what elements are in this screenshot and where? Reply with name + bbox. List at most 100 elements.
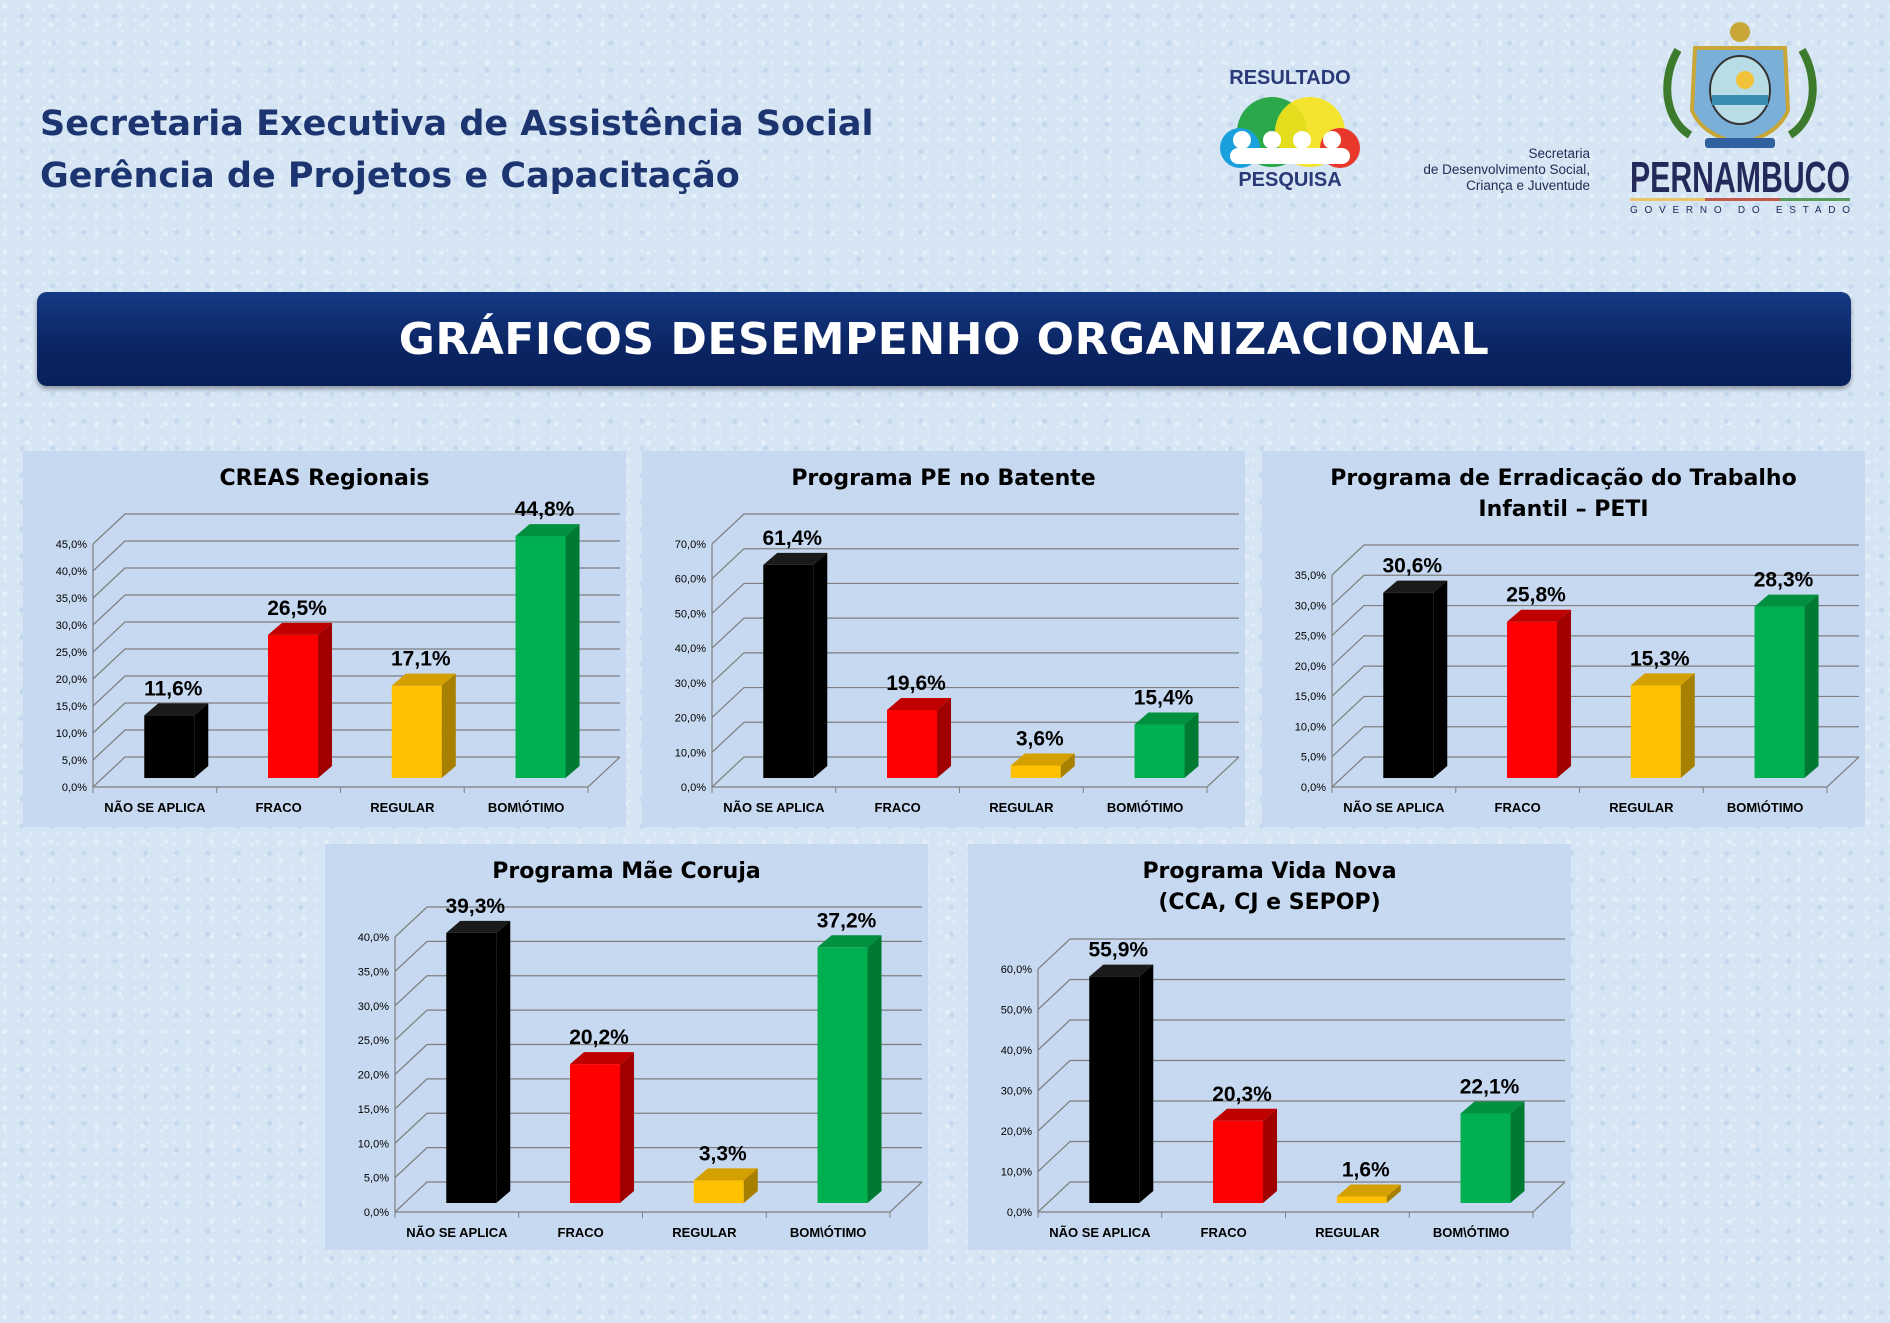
- gridline: [92, 648, 620, 680]
- bar-side: [318, 622, 333, 778]
- chart-title: Programa PE no Batente: [642, 463, 1245, 494]
- gridline: [1331, 544, 1859, 576]
- bar-side: [813, 552, 828, 778]
- data-label: 44,8%: [515, 498, 575, 521]
- bar-side: [1680, 673, 1695, 778]
- bar-side: [1060, 753, 1075, 778]
- bar-front: [1507, 621, 1558, 778]
- bar-front: [391, 685, 442, 778]
- bar: [1460, 1101, 1525, 1203]
- y-tick-label: 40,0%: [358, 932, 389, 944]
- y-tick-label: 50,0%: [1001, 1005, 1032, 1017]
- category-label: NÃO SE APLICA: [104, 800, 206, 815]
- gridline: [92, 540, 620, 572]
- bar-front: [1010, 765, 1061, 778]
- y-tick-label: 35,0%: [358, 966, 389, 978]
- chart-title: Programa Vida Nova (CCA, CJ e SEPOP): [968, 856, 1571, 918]
- gridline: [394, 1009, 922, 1041]
- gridline: [1331, 604, 1859, 637]
- gridline: [1331, 635, 1859, 667]
- bar-top: [1630, 673, 1695, 686]
- bar-front: [763, 564, 814, 778]
- y-tick-label: 30,0%: [56, 620, 87, 632]
- bar-chart: 0,0% 5,0% 10,0% 15,0% 20,0% 25,0% 30,0% 35,0% 40…: [358, 895, 923, 1240]
- y-tick-label: 30,0%: [1001, 1086, 1032, 1098]
- gridline: [92, 567, 620, 599]
- category-label: REGULAR: [989, 800, 1054, 815]
- y-tick-label: 25,0%: [56, 647, 87, 659]
- gridline: [394, 975, 922, 1007]
- y-tick-label: 35,0%: [56, 593, 87, 605]
- chart-title-line: Programa de Erradicação do Trabalho: [1330, 466, 1797, 491]
- gridline: [1037, 938, 1565, 970]
- data-label: 3,6%: [1016, 728, 1064, 751]
- data-label: 26,5%: [267, 597, 327, 620]
- gridline: [1037, 978, 1565, 1010]
- bar: [1010, 753, 1075, 778]
- category-label: REGULAR: [672, 1225, 737, 1240]
- bar-front: [515, 536, 566, 778]
- gridline: [711, 582, 1239, 614]
- pernambuco-logo: PERNAMBUCO GOVERNO DO ESTADO: [1630, 22, 1850, 215]
- secretaria-logo-text: Secretaria de Desenvolvimento Social, Cr…: [1380, 146, 1590, 194]
- bar: [693, 1168, 758, 1203]
- bar: [446, 920, 511, 1203]
- data-label: 20,3%: [1212, 1083, 1272, 1106]
- bar-front: [446, 932, 497, 1203]
- gridline: [92, 513, 620, 545]
- gridline: [92, 621, 620, 653]
- category-label: REGULAR: [370, 800, 435, 815]
- data-label: 20,2%: [569, 1026, 629, 1049]
- bar-top: [887, 697, 952, 710]
- gridline: [711, 686, 1239, 719]
- data-label: 30,6%: [1383, 555, 1443, 578]
- gridline: [394, 906, 922, 938]
- grid: [92, 513, 620, 788]
- data-label: 37,2%: [817, 909, 877, 932]
- data-label: 11,6%: [144, 677, 203, 700]
- bar: [1507, 609, 1572, 778]
- category-label: NÃO SE APLICA: [406, 1225, 508, 1240]
- gridline: [1331, 665, 1859, 697]
- bar: [1383, 580, 1448, 778]
- secretaria-line: de Desenvolvimento Social,: [1423, 162, 1590, 177]
- bar: [1630, 673, 1695, 778]
- bar: [817, 935, 882, 1203]
- bar-top: [446, 920, 511, 933]
- bar-top: [1089, 964, 1154, 977]
- y-tick-label: 5,0%: [364, 1173, 389, 1185]
- category-label: BOM\ÓTIMO: [1727, 800, 1804, 815]
- y-tick-label: 30,0%: [358, 1001, 389, 1013]
- data-label: 17,1%: [391, 648, 451, 671]
- category-label: REGULAR: [1315, 1225, 1380, 1240]
- svg-text:PERNAMBUCO: PERNAMBUCO: [1630, 153, 1850, 202]
- category-label: NÃO SE APLICA: [1343, 800, 1445, 815]
- bar-chart: 0,0% 10,0% 20,0% 30,0% 40,0% 50,0% 60,0% 55,9% N…: [1001, 938, 1566, 1240]
- bar-side: [1433, 580, 1448, 778]
- bar-front: [693, 1180, 744, 1203]
- bar-top: [693, 1168, 758, 1181]
- category-label: FRACO: [875, 800, 921, 815]
- y-tick-label: 0,0%: [364, 1207, 389, 1219]
- data-label: 15,4%: [1134, 687, 1194, 710]
- chart-panel: 0,0% 10,0% 20,0% 30,0% 40,0% 50,0% 60,0% 70,0% 6…: [642, 451, 1245, 827]
- y-tick-label: 15,0%: [56, 701, 87, 713]
- chart-panel: 0,0% 5,0% 10,0% 15,0% 20,0% 25,0% 30,0% 35,0% 30…: [1262, 451, 1865, 827]
- y-tick-label: 0,0%: [681, 782, 706, 794]
- chart-title-line: Programa Vida Nova: [1142, 859, 1397, 884]
- gridline: [711, 721, 1239, 753]
- data-label: 55,9%: [1089, 939, 1149, 962]
- chart-panel: 0,0% 10,0% 20,0% 30,0% 40,0% 50,0% 60,0% 55,9% N…: [968, 844, 1571, 1250]
- gridline: [1037, 1059, 1565, 1091]
- secretaria-line: Criança e Juventude: [1466, 178, 1590, 193]
- bar-side: [1557, 609, 1572, 778]
- bar-front: [144, 715, 195, 778]
- secretaria-line: Secretaria: [1528, 146, 1590, 161]
- category-label: FRACO: [558, 1225, 604, 1240]
- y-tick-label: 15,0%: [1295, 691, 1326, 703]
- y-tick-label: 10,0%: [1295, 721, 1326, 733]
- y-tick-label: 10,0%: [56, 728, 87, 740]
- gridline: [394, 1112, 922, 1144]
- y-tick-label: 20,0%: [56, 674, 87, 686]
- chart-title: Programa de Erradicação do Trabalho Infan…: [1262, 463, 1865, 525]
